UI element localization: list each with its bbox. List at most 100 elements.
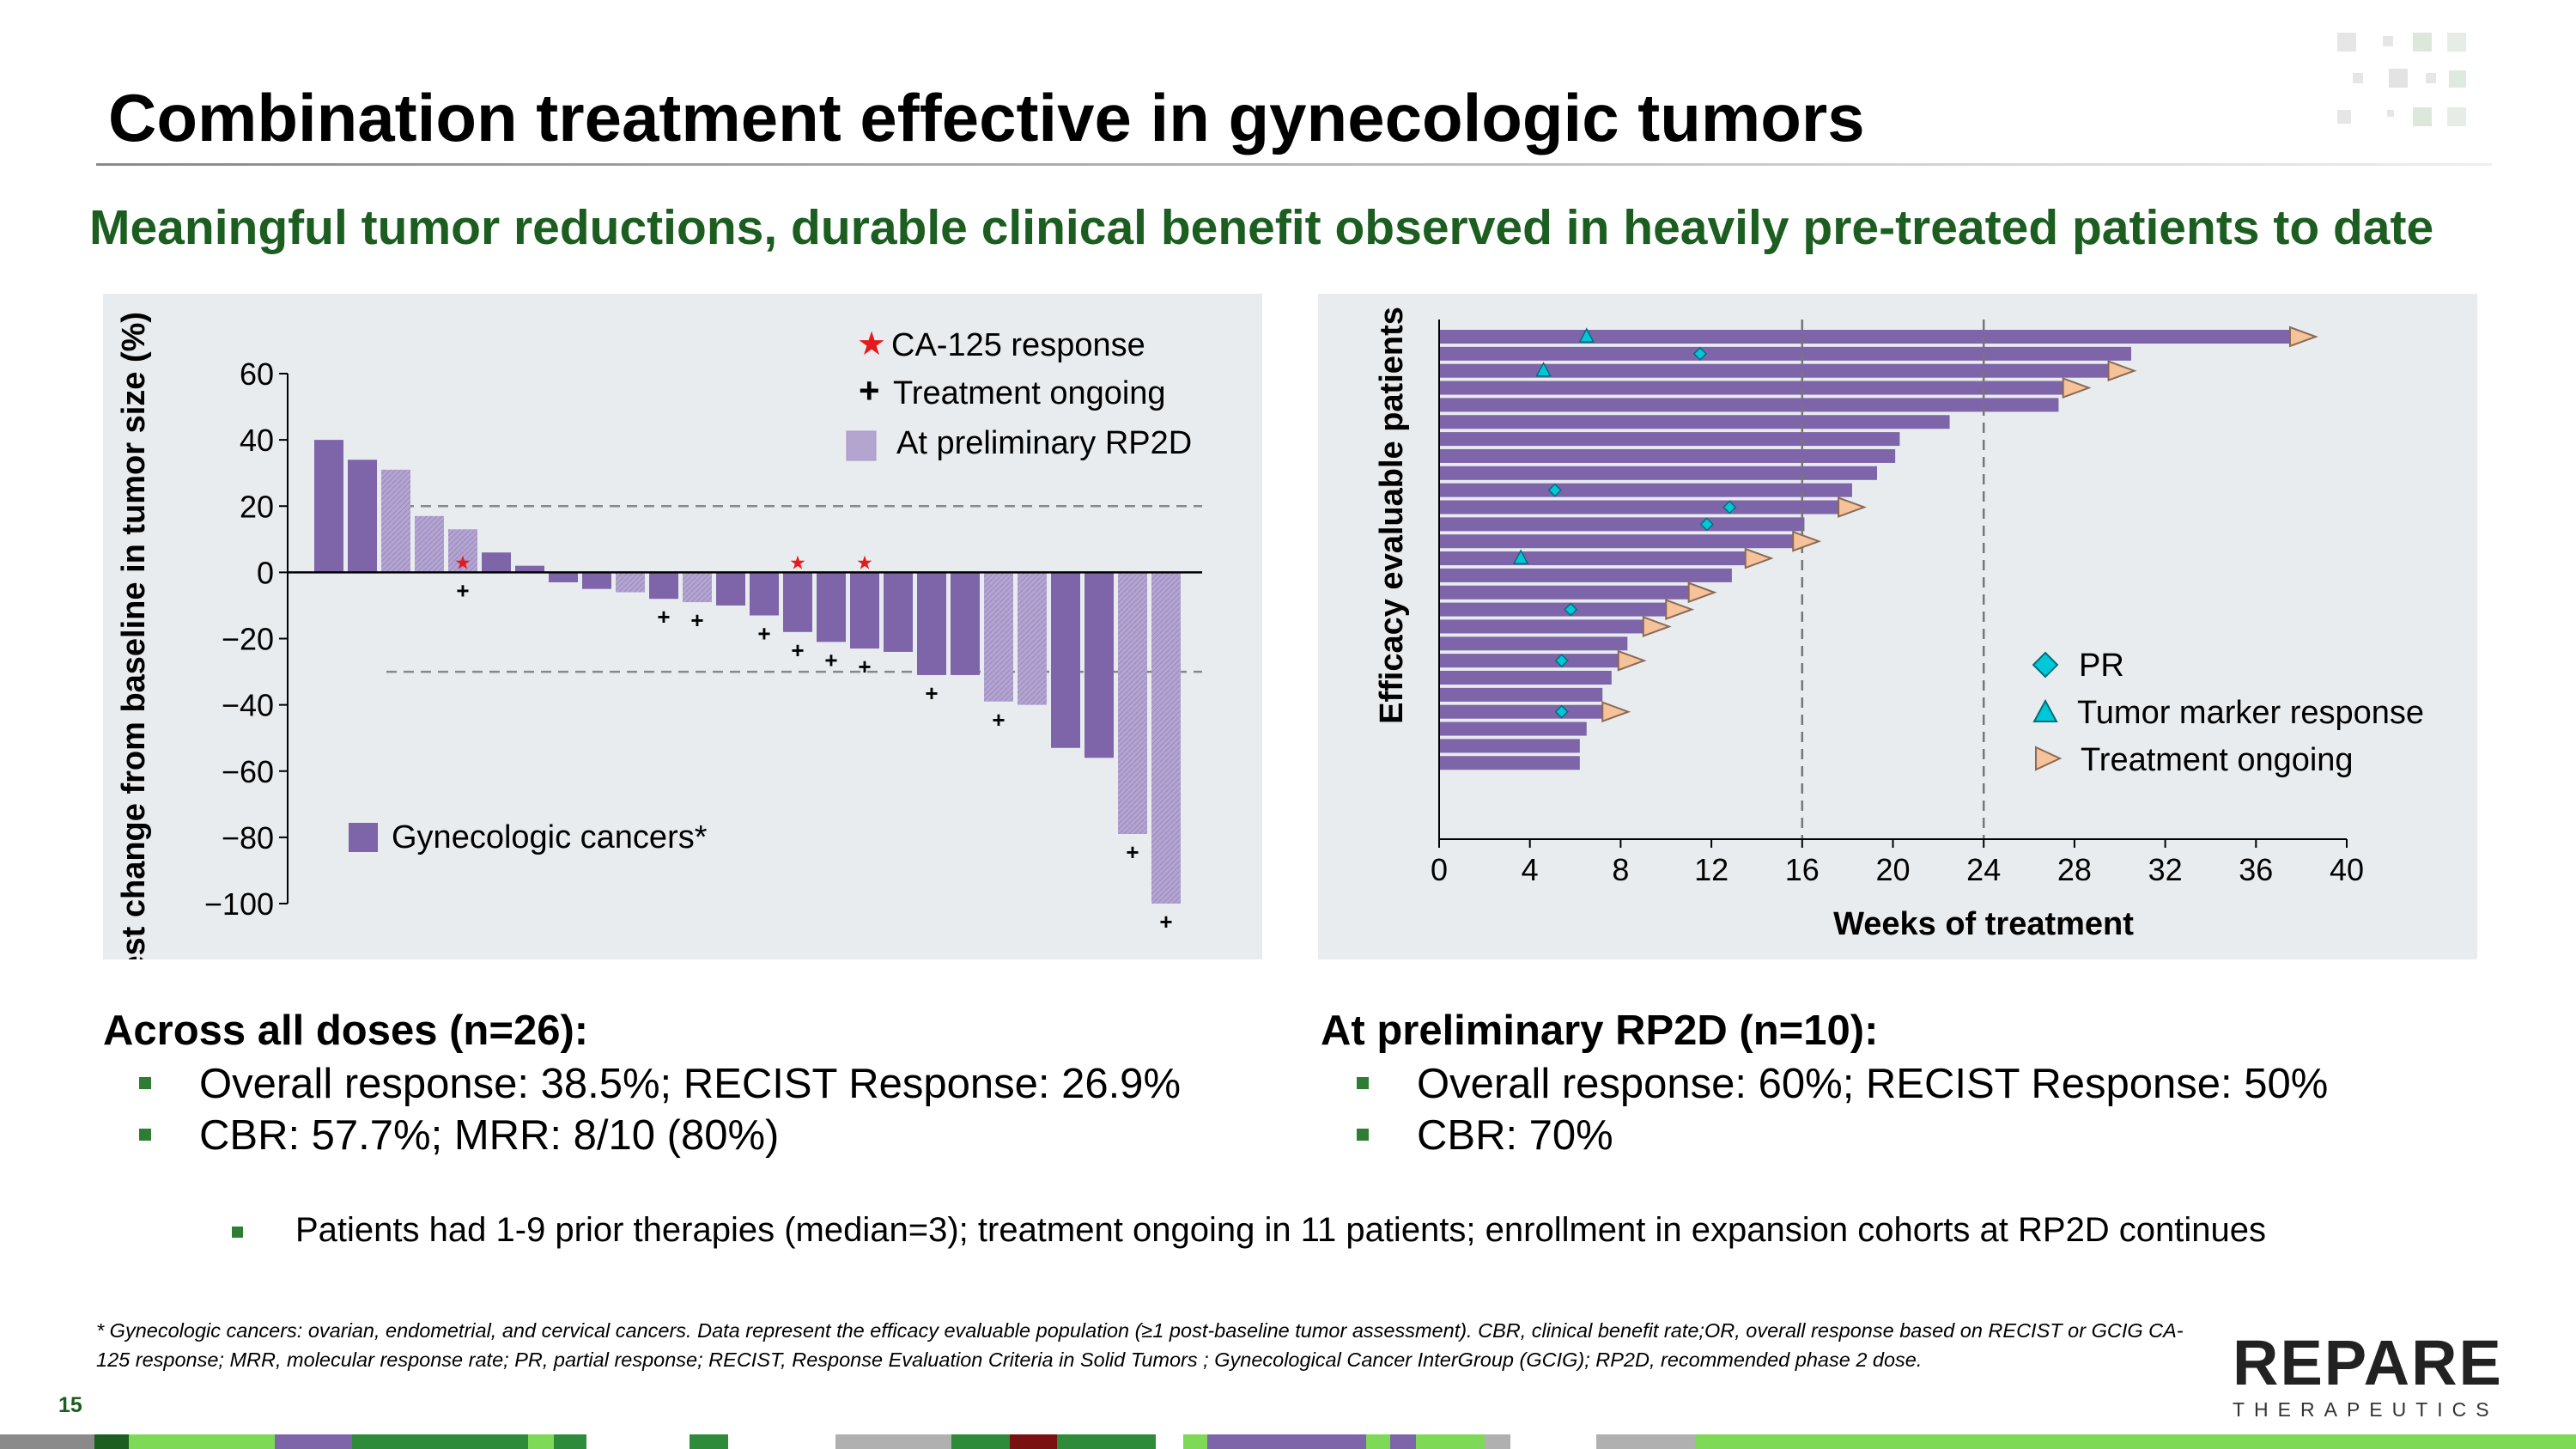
waterfall-bar — [649, 572, 678, 600]
swimmer-bar — [1440, 739, 1580, 753]
waterfall-bar — [1051, 572, 1080, 748]
legend-gyn-label: Gynecologic cancers* — [392, 819, 708, 855]
bullet-square-icon — [232, 1227, 243, 1238]
waterfall-bar — [381, 469, 410, 573]
pr-diamond-icon — [1554, 704, 1569, 719]
waterfall-bar — [515, 565, 544, 573]
legend-gyn-swatch-icon — [349, 823, 378, 852]
right-summary-heading: At preliminary RP2D (n=10): — [1321, 1008, 1879, 1054]
y-tick-label: −80 — [222, 820, 274, 855]
ongoing-arrow-icon — [1665, 599, 1695, 621]
ca125-star-icon: ★ — [856, 551, 873, 573]
legend-tumor-marker-triangle-icon — [2032, 698, 2058, 722]
ongoing-plus-icon: + — [1159, 909, 1172, 935]
y-tick-label: −100 — [204, 886, 274, 922]
swimmer-bar — [1440, 363, 2109, 378]
waterfall-bar — [1084, 572, 1114, 758]
ongoing-arrow-icon — [2062, 377, 2092, 399]
ongoing-plus-icon: + — [1126, 839, 1139, 865]
ongoing-plus-icon: + — [456, 577, 469, 603]
page-number: 15 — [58, 1393, 82, 1417]
swimmer-bar — [1440, 721, 1587, 736]
y-tick-label: −60 — [222, 754, 274, 789]
swimmer-bar — [1440, 483, 1852, 497]
swimmer-ylabel: Efficacy evaluable patients — [1374, 307, 1410, 724]
swimmer-bar — [1440, 687, 1603, 702]
swimmer-bar — [1440, 415, 1950, 429]
waterfall-bar — [716, 572, 745, 606]
x-tick-label: 28 — [2057, 852, 2092, 887]
pr-diamond-icon — [1554, 654, 1569, 668]
ongoing-arrow-icon — [2288, 326, 2318, 348]
x-tick-label: 20 — [1875, 852, 1910, 887]
swimmer-bar — [1440, 398, 2059, 412]
swimmer-bar — [1440, 432, 1900, 447]
swimmer-bar — [1440, 534, 1794, 549]
legend-pr-label: PR — [2079, 648, 2124, 684]
swimmer-bar — [1440, 500, 1839, 514]
swimmer-bar — [1440, 585, 1689, 600]
list-item: CBR: 70% — [1321, 1110, 2328, 1161]
swimmer-bar — [1440, 466, 1878, 480]
swimmer-xlabel: Weeks of treatment — [1833, 906, 2134, 942]
swimmer-bar — [1440, 671, 1612, 685]
waterfall-ylabel: Best change from baseline in tumor size … — [116, 312, 152, 959]
waterfall-bar — [415, 515, 444, 573]
left-summary-list: Overall response: 38.5%; RECIST Response… — [103, 1058, 1181, 1161]
legend-tumor-marker-label: Tumor marker response — [2077, 695, 2424, 731]
waterfall-bar — [683, 572, 712, 603]
pr-diamond-icon — [1564, 602, 1578, 617]
legend-plus-icon: + — [859, 370, 880, 411]
swimmer-bar — [1440, 517, 1805, 532]
waterfall-bar — [1151, 572, 1181, 904]
legend-ongoing-arrow-icon — [2035, 746, 2063, 771]
bullet-square-icon — [139, 1129, 151, 1141]
waterfall-bar — [549, 572, 578, 582]
waterfall-bar — [817, 572, 846, 642]
y-tick-label: 40 — [240, 423, 274, 458]
x-tick-label: 32 — [2148, 852, 2183, 887]
x-tick-label: 8 — [1612, 852, 1629, 887]
ongoing-plus-icon: + — [757, 621, 770, 647]
legend-ongoing-label: Treatment ongoing — [2081, 742, 2354, 778]
swimmer-bar — [1440, 551, 1746, 566]
title-divider — [96, 163, 2492, 166]
swimmer-bar — [1440, 448, 1896, 463]
y-tick-label: 20 — [240, 489, 274, 524]
ongoing-plus-icon: + — [657, 604, 670, 630]
swimmer-bar — [1440, 756, 1580, 770]
waterfall-bar — [984, 572, 1013, 702]
ongoing-plus-icon: + — [992, 707, 1005, 733]
waterfall-bar — [783, 572, 812, 632]
legend-ca125-label: CA-125 response — [891, 327, 1145, 363]
waterfall-bar — [850, 572, 879, 649]
ongoing-arrow-icon — [1617, 649, 1647, 672]
page-title: Combination treatment effective in gynec… — [108, 80, 1865, 155]
ongoing-arrow-icon — [1642, 616, 1672, 637]
waterfall-bar — [314, 440, 343, 573]
swimmer-bar — [1440, 654, 1619, 668]
ca125-star-icon: ★ — [789, 551, 806, 573]
x-tick-label: 36 — [2239, 852, 2273, 887]
pr-diamond-icon — [1692, 346, 1707, 361]
decorative-dots-icon — [2337, 33, 2466, 126]
swimmer-bar — [1440, 568, 1732, 582]
swimmer-bar — [1440, 636, 1628, 651]
tumor-marker-triangle-icon — [1512, 549, 1529, 564]
ongoing-arrow-icon — [1687, 581, 1717, 604]
ongoing-plus-icon: + — [791, 637, 804, 663]
swimmer-bar — [1440, 346, 2131, 361]
swimmer-bar — [1440, 619, 1643, 634]
x-tick-label: 12 — [1694, 852, 1728, 887]
ongoing-plus-icon: + — [824, 647, 837, 673]
waterfall-bar — [917, 572, 946, 675]
ongoing-arrow-icon — [1601, 701, 1631, 723]
y-tick-label: −40 — [222, 688, 274, 723]
list-item: Overall response: 60%; RECIST Response: … — [1321, 1058, 2328, 1110]
pr-diamond-icon — [1722, 500, 1737, 514]
ongoing-plus-icon: + — [925, 680, 938, 706]
pr-diamond-icon — [1547, 483, 1562, 497]
bullet-square-icon — [1357, 1077, 1369, 1089]
legend-rp2d-label: At preliminary RP2D — [896, 425, 1192, 461]
pr-diamond-icon — [1699, 517, 1714, 532]
